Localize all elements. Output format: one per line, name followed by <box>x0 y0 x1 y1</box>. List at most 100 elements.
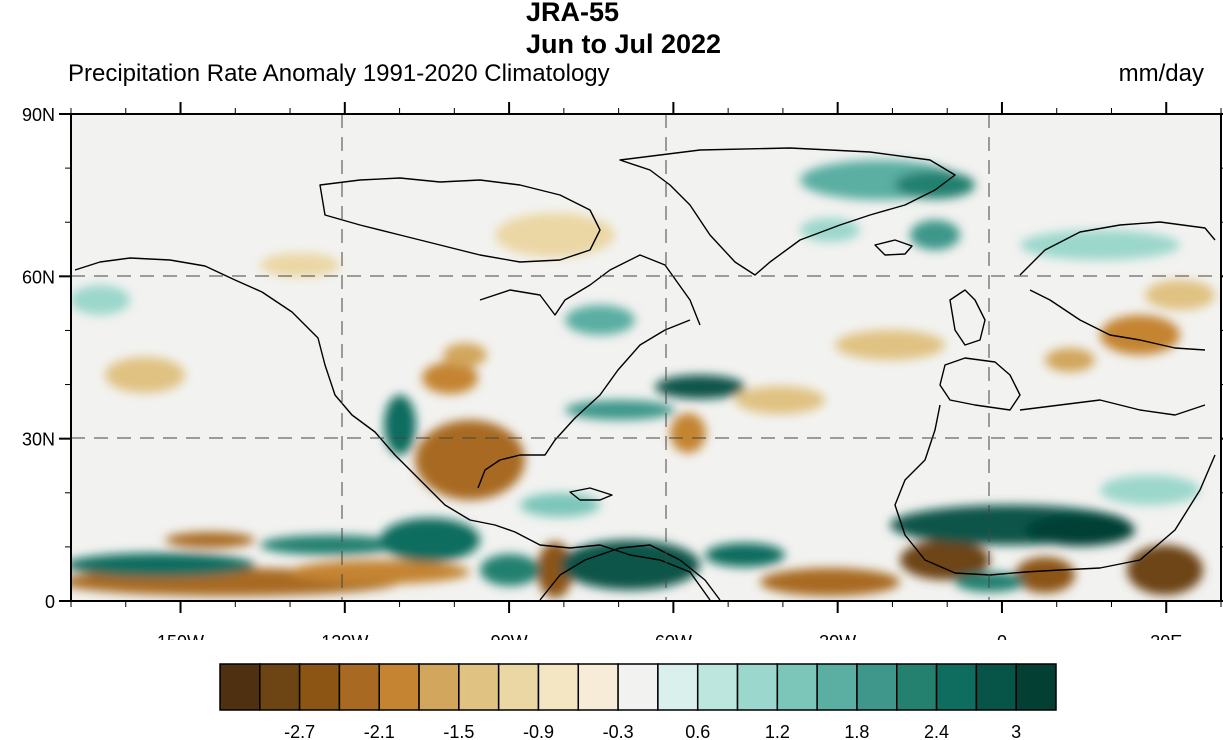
x-tick-label: 30W <box>819 632 856 640</box>
wet-anomaly <box>1100 475 1200 505</box>
wet-anomaly <box>480 554 540 586</box>
dry-anomaly <box>835 330 945 360</box>
colorbar-label: 1.2 <box>765 722 790 740</box>
x-tick-label: 60W <box>655 632 692 640</box>
colorbar-box <box>219 663 261 711</box>
x-tick-label: 0 <box>997 632 1007 640</box>
y-tick-label: 0 <box>45 592 55 612</box>
y-tick-label: 30N <box>22 430 55 450</box>
wet-anomaly <box>655 375 745 399</box>
dry-anomaly <box>495 213 615 257</box>
colorbar-box <box>458 663 500 711</box>
colorbar-label: -1.5 <box>443 722 474 740</box>
dry-anomaly <box>1045 348 1095 372</box>
colorbar-box <box>378 663 420 711</box>
hudson-bay <box>479 254 701 326</box>
colorbar-box <box>298 663 341 711</box>
axis-tick-labels: 150W 120W 90W 60W 30W 0 30E 90N 60N 30N 0 <box>22 105 1182 640</box>
colorbar-box <box>338 663 380 711</box>
colorbar-box <box>975 663 1017 711</box>
dry-anomaly <box>422 362 478 394</box>
colorbar-box <box>696 663 739 711</box>
colorbar-box <box>657 663 699 711</box>
y-tick-label: 90N <box>22 105 55 125</box>
colorbar-box <box>1015 663 1057 711</box>
colorbar-label: -2.7 <box>284 722 315 740</box>
dry-anomaly <box>443 343 487 367</box>
colorbar-box <box>497 663 540 711</box>
greenland <box>619 147 956 276</box>
north-america-coastline <box>74 257 711 601</box>
coastlines <box>74 147 1216 601</box>
iceland <box>874 239 913 256</box>
colorbar-box <box>617 663 659 711</box>
british-isles <box>949 289 986 346</box>
anomaly-map: 150W 120W 90W 60W 30W 0 30E 90N 60N 30N 0 <box>22 102 1223 640</box>
dry-anomaly <box>900 540 990 580</box>
colorbar-box <box>816 663 858 711</box>
wet-anomaly <box>380 518 480 562</box>
colorbar-label: -0.3 <box>603 722 634 740</box>
iberia-africa-coastline <box>894 357 1216 576</box>
caribbean-islands <box>569 487 613 501</box>
colorbar-boxes <box>219 663 1057 711</box>
x-tick-label: 90W <box>491 632 528 640</box>
dry-anomaly <box>670 413 706 453</box>
axis-ticks <box>59 102 1223 613</box>
colorbar-box <box>259 663 301 711</box>
title-line-2: Jun to Jul 2022 <box>526 29 722 59</box>
colorbar-box <box>856 663 898 711</box>
subtitle: Precipitation Rate Anomaly 1991-2020 Cli… <box>68 60 610 87</box>
dry-anomaly <box>537 542 573 598</box>
wet-anomaly <box>565 305 635 335</box>
dry-anomaly <box>1145 280 1215 310</box>
wet-anomaly <box>705 543 785 567</box>
dry-anomaly <box>165 532 255 548</box>
x-tick-label: 120W <box>321 632 368 640</box>
colorbar-box <box>935 663 978 711</box>
dry-anomaly <box>1127 545 1203 595</box>
colorbar-box <box>776 663 818 711</box>
dry-anomaly <box>415 420 525 500</box>
anomaly-shading <box>71 160 1215 598</box>
title-line-1: JRA-55 <box>526 0 620 27</box>
colorbar-box <box>736 663 779 711</box>
x-tick-label: 30E <box>1150 632 1182 640</box>
x-tick-label: 150W <box>157 632 204 640</box>
colorbar-labels: -2.7 -2.1 -1.5 -0.9 -0.3 0.6 1.2 1.8 2.4 3 <box>284 722 1021 740</box>
wet-anomaly <box>910 220 960 250</box>
wet-anomaly <box>955 572 1025 592</box>
arctic-archipelago <box>319 177 601 263</box>
wet-anomaly <box>565 400 675 420</box>
colorbar-label: -2.1 <box>364 722 395 740</box>
dry-anomaly <box>260 253 340 277</box>
colorbar-label: 1.8 <box>844 722 869 740</box>
wet-anomaly <box>520 493 600 517</box>
y-tick-label: 60N <box>22 267 55 287</box>
wet-anomaly <box>384 395 416 455</box>
colorbar-box <box>577 663 619 711</box>
units-label: mm/day <box>1118 60 1204 87</box>
colorbar-box <box>537 663 580 711</box>
wet-anomaly <box>895 171 975 199</box>
dry-anomaly <box>290 560 470 584</box>
map-frame <box>70 113 1222 602</box>
colorbar-label: -0.9 <box>523 722 554 740</box>
colorbar-box <box>418 663 460 711</box>
wet-anomaly <box>260 535 400 555</box>
gulf-coast <box>477 319 691 489</box>
wet-anomaly <box>1025 514 1135 546</box>
dry-anomaly <box>105 357 185 393</box>
wet-anomaly <box>1020 230 1180 260</box>
colorbar-label: 3 <box>1011 722 1021 740</box>
dry-anomaly <box>760 568 900 596</box>
wet-anomaly <box>71 553 255 577</box>
dry-anomaly <box>735 386 825 414</box>
dry-anomaly <box>1015 557 1075 593</box>
wet-anomaly <box>71 285 130 315</box>
europe-coastline <box>1019 221 1216 351</box>
mediterranean <box>1019 399 1206 416</box>
colorbar-label: 2.4 <box>924 722 949 740</box>
colorbar-label: 0.6 <box>685 722 710 740</box>
gridlines <box>71 114 1221 601</box>
